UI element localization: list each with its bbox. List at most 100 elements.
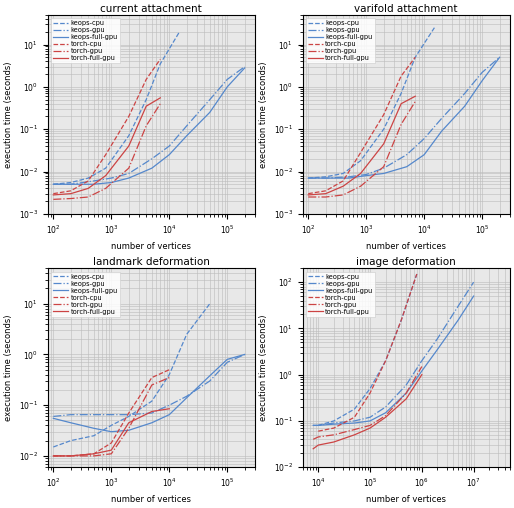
- keops-gpu: [68, 181, 74, 187]
- keops-full-gpu: [50, 416, 57, 422]
- keops-cpu: [431, 25, 437, 31]
- keops-cpu: [176, 29, 182, 35]
- torch-gpu: [367, 422, 373, 428]
- Line: keops-cpu: keops-cpu: [53, 304, 210, 447]
- torch-cpu: [157, 56, 163, 62]
- torch-full-gpu: [50, 453, 57, 459]
- torch-gpu: [126, 165, 132, 171]
- keops-full-gpu: [50, 181, 57, 187]
- keops-gpu: [346, 174, 352, 180]
- keops-gpu: [108, 411, 115, 418]
- keops-cpu: [414, 271, 420, 277]
- torch-gpu: [358, 183, 364, 189]
- keops-cpu: [108, 422, 115, 428]
- torch-full-gpu: [126, 143, 132, 149]
- torch-full-gpu: [149, 408, 155, 415]
- keops-full-gpu: [149, 165, 155, 171]
- keops-cpu: [166, 371, 172, 377]
- torch-cpu: [331, 425, 337, 431]
- keops-full-gpu: [434, 346, 440, 353]
- keops-cpu: [340, 170, 346, 176]
- Title: varifold attachment: varifold attachment: [355, 4, 458, 14]
- keops-full-gpu: [380, 170, 387, 176]
- keops-full-gpu: [497, 54, 503, 60]
- Line: torch-full-gpu: torch-full-gpu: [308, 96, 415, 195]
- torch-gpu: [108, 451, 115, 457]
- keops-full-gpu: [455, 317, 461, 323]
- keops-full-gpu: [462, 103, 468, 109]
- keops-full-gpu: [346, 175, 352, 181]
- Y-axis label: execution time (seconds): execution time (seconds): [4, 314, 13, 421]
- keops-gpu: [183, 393, 190, 399]
- torch-full-gpu: [143, 103, 149, 109]
- keops-gpu: [382, 404, 389, 410]
- torch-full-gpu: [419, 372, 425, 378]
- torch-gpu: [149, 382, 155, 388]
- keops-full-gpu: [126, 175, 132, 181]
- keops-full-gpu: [108, 179, 115, 185]
- keops-cpu: [207, 301, 213, 307]
- keops-full-gpu: [207, 373, 213, 379]
- torch-full-gpu: [323, 190, 329, 197]
- Line: keops-gpu: keops-gpu: [308, 57, 500, 178]
- keops-full-gpu: [419, 368, 425, 374]
- torch-full-gpu: [157, 95, 163, 101]
- Legend: keops-cpu, keops-gpu, keops-full-gpu, torch-cpu, torch-gpu, torch-full-gpu: keops-cpu, keops-gpu, keops-full-gpu, to…: [51, 18, 120, 64]
- keops-gpu: [315, 422, 321, 428]
- Line: torch-cpu: torch-cpu: [53, 370, 169, 456]
- Legend: keops-cpu, keops-gpu, keops-full-gpu, torch-cpu, torch-gpu, torch-full-gpu: keops-cpu, keops-gpu, keops-full-gpu, to…: [306, 18, 375, 64]
- keops-gpu: [50, 414, 57, 420]
- Title: image deformation: image deformation: [356, 258, 456, 268]
- torch-cpu: [412, 54, 418, 60]
- keops-full-gpu: [166, 411, 172, 418]
- torch-full-gpu: [166, 406, 172, 412]
- keops-gpu: [224, 359, 230, 365]
- keops-cpu: [85, 175, 91, 181]
- Line: torch-gpu: torch-gpu: [53, 104, 160, 199]
- torch-gpu: [323, 194, 329, 200]
- keops-cpu: [149, 398, 155, 404]
- keops-full-gpu: [108, 429, 115, 435]
- torch-cpu: [382, 358, 389, 364]
- Line: torch-cpu: torch-cpu: [318, 274, 417, 431]
- keops-cpu: [398, 90, 404, 97]
- torch-gpu: [103, 185, 109, 192]
- keops-gpu: [207, 97, 213, 103]
- keops-gpu: [108, 175, 115, 181]
- keops-gpu: [403, 382, 409, 388]
- X-axis label: number of vertices: number of vertices: [112, 495, 191, 504]
- keops-full-gpu: [323, 175, 329, 181]
- keops-full-gpu: [242, 352, 248, 358]
- keops-gpu: [380, 165, 387, 171]
- torch-full-gpu: [403, 396, 409, 402]
- Title: landmark deformation: landmark deformation: [93, 258, 210, 268]
- Line: torch-cpu: torch-cpu: [308, 57, 415, 194]
- keops-full-gpu: [166, 151, 172, 157]
- keops-cpu: [126, 133, 132, 139]
- keops-gpu: [50, 181, 57, 187]
- keops-cpu: [352, 406, 358, 412]
- keops-cpu: [398, 317, 405, 323]
- keops-cpu: [91, 433, 97, 439]
- keops-gpu: [419, 358, 425, 364]
- Y-axis label: execution time (seconds): execution time (seconds): [4, 61, 13, 168]
- keops-gpu: [68, 411, 74, 418]
- keops-gpu: [497, 54, 503, 60]
- torch-full-gpu: [331, 439, 337, 445]
- torch-full-gpu: [310, 446, 316, 452]
- keops-gpu: [323, 175, 329, 181]
- torch-cpu: [340, 178, 346, 184]
- torch-cpu: [398, 73, 404, 79]
- keops-full-gpu: [224, 84, 230, 90]
- keops-gpu: [403, 151, 410, 157]
- Line: keops-gpu: keops-gpu: [313, 282, 473, 425]
- keops-gpu: [310, 422, 316, 428]
- torch-full-gpu: [412, 93, 418, 99]
- keops-full-gpu: [367, 418, 373, 424]
- torch-cpu: [50, 453, 57, 459]
- torch-cpu: [68, 453, 74, 459]
- keops-gpu: [470, 279, 476, 285]
- torch-full-gpu: [91, 451, 97, 457]
- torch-full-gpu: [358, 170, 364, 176]
- torch-full-gpu: [126, 420, 132, 426]
